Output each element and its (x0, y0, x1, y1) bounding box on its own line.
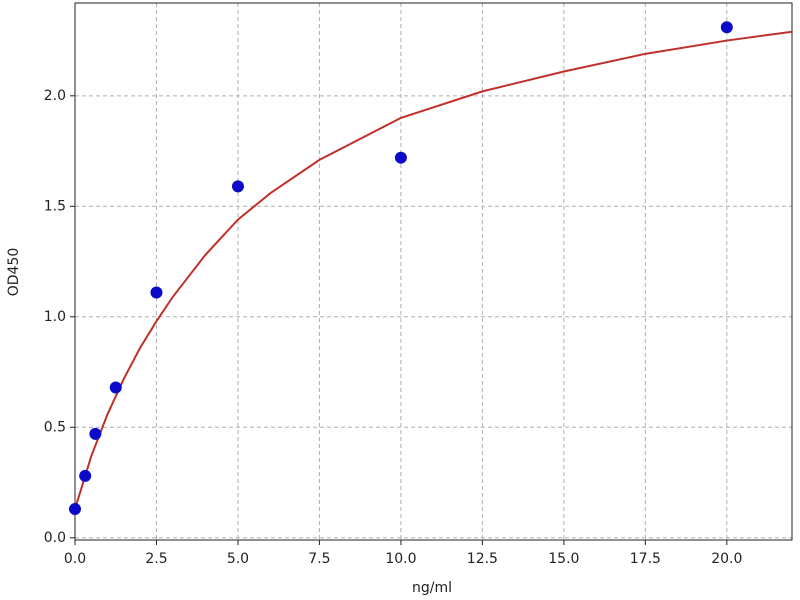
fit-curve (74, 30, 793, 510)
x-tick-label: 10.0 (385, 551, 416, 567)
plot-frame (74, 2, 793, 541)
x-tick-label: 20.0 (711, 551, 742, 567)
y-tick-label: 1.5 (44, 198, 66, 214)
data-point (89, 427, 102, 440)
x-tick-label: 17.5 (630, 551, 661, 567)
y-tick-label: 1.0 (44, 309, 66, 325)
data-point (150, 286, 163, 299)
data-point (720, 21, 733, 34)
y-axis-label: OD450 (6, 248, 22, 297)
y-tick-label: 0.5 (44, 419, 66, 435)
x-tick-label: 2.5 (145, 551, 167, 567)
y-tick-label: 0.0 (44, 530, 66, 546)
y-tick-label: 2.0 (44, 88, 66, 104)
data-point (231, 180, 244, 193)
x-tick-label: 7.5 (308, 551, 330, 567)
x-tick-label: 5.0 (227, 551, 249, 567)
x-tick-label: 0.0 (64, 551, 86, 567)
x-tick-label: 12.5 (467, 551, 498, 567)
data-point (69, 503, 81, 516)
x-tick-label: 15.0 (548, 551, 579, 567)
data-point (394, 151, 407, 164)
data-point (79, 469, 92, 482)
x-axis-label: ng/ml (412, 580, 452, 596)
data-point (109, 381, 122, 394)
